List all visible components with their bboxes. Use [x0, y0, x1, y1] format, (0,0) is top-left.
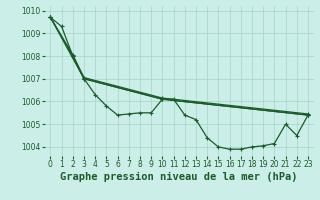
X-axis label: Graphe pression niveau de la mer (hPa): Graphe pression niveau de la mer (hPa): [60, 172, 298, 182]
